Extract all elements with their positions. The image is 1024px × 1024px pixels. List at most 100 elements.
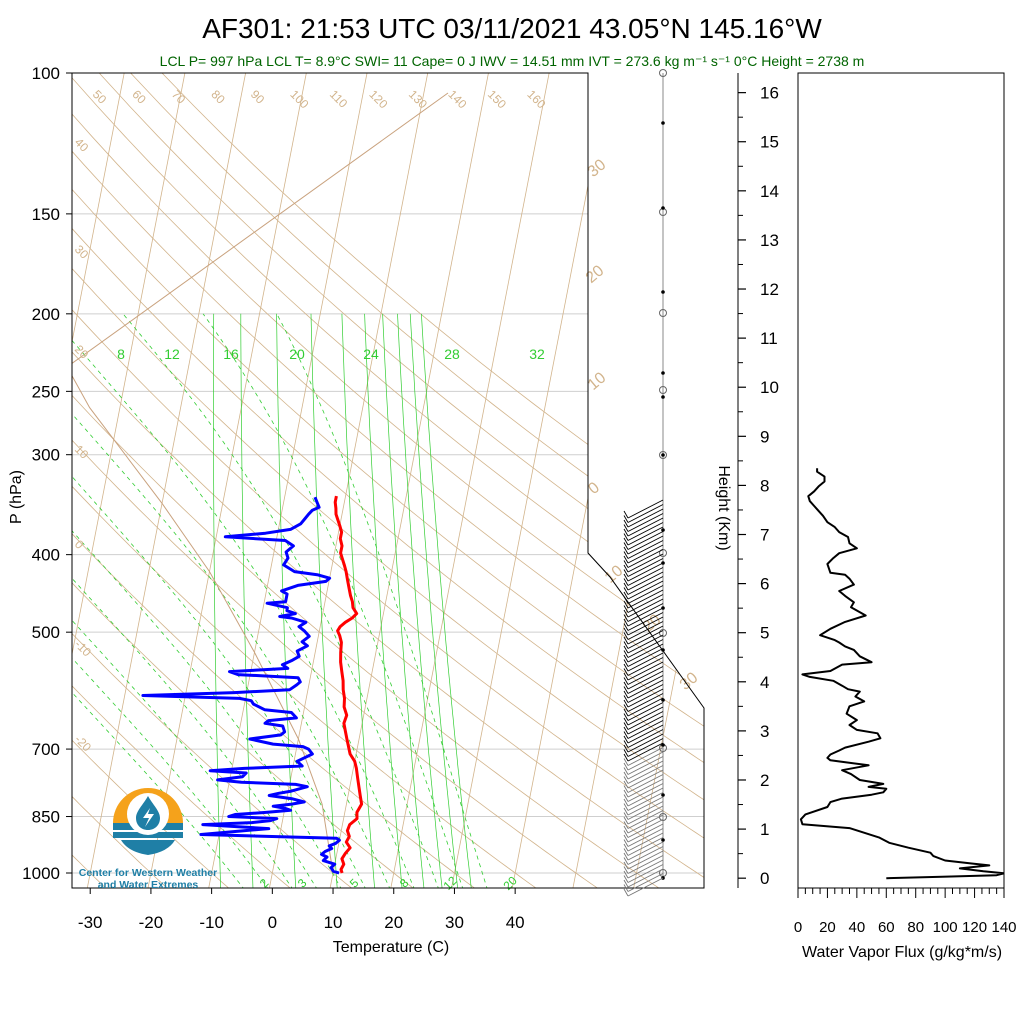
dry-adiabat-line xyxy=(98,73,704,888)
isotherm-line xyxy=(511,73,675,888)
wind-barb xyxy=(627,657,664,676)
isotherm-line xyxy=(0,55,6,890)
wind-barb xyxy=(627,670,664,690)
wind-barb-flag xyxy=(623,704,629,712)
isotherm-lines xyxy=(0,55,704,890)
wind-barb-flag xyxy=(623,623,629,631)
wind-barb-flag xyxy=(623,591,629,600)
dry-adiabat-lines xyxy=(72,73,704,888)
wind-barb xyxy=(627,666,664,685)
dry-adiabat-label: 70 xyxy=(169,87,189,107)
barb-dot xyxy=(661,793,665,797)
flux-tick-label: 20 xyxy=(819,919,836,936)
dry-adiabat-line xyxy=(72,73,355,888)
wind-barb-flag xyxy=(623,681,629,690)
wind-barb-flag xyxy=(623,528,629,537)
temperature-tick-label: -30 xyxy=(78,913,103,932)
dry-adiabat-label: -20 xyxy=(72,732,94,754)
wind-barb-flag xyxy=(623,636,629,645)
isotherm-line xyxy=(72,73,189,888)
mixing-ratio-line xyxy=(341,313,376,888)
mixing-ratio-label: 28 xyxy=(444,346,460,362)
barb-dot xyxy=(661,453,665,457)
wind-barb xyxy=(627,729,664,748)
wind-barb xyxy=(627,805,664,825)
wind-barb xyxy=(627,841,664,861)
dewpoint-profile-line xyxy=(141,496,341,875)
wind-barb-flag xyxy=(623,776,629,784)
wind-barb xyxy=(627,765,664,784)
wind-barb-flag xyxy=(623,627,629,636)
wind-barb xyxy=(627,553,664,573)
wind-barb xyxy=(627,823,664,843)
dry-adiabat-line xyxy=(72,73,704,888)
temperature-tick-label: -10 xyxy=(199,913,224,932)
mixing-ratio-label: 32 xyxy=(529,346,545,362)
wind-barb-flag xyxy=(623,758,629,766)
height-tick-label: 14 xyxy=(760,182,779,201)
calm-wind-circle xyxy=(659,386,667,394)
moist-adiabat-line xyxy=(72,313,343,888)
wind-barb xyxy=(627,616,664,636)
pressure-tick-label: 250 xyxy=(32,382,60,401)
barb-dot xyxy=(661,290,665,294)
dry-adiabat-label: 10 xyxy=(72,442,92,462)
wind-barb xyxy=(627,873,664,892)
barb-dot xyxy=(661,698,665,702)
mixing-ratio-line xyxy=(397,313,443,888)
wind-barb xyxy=(627,625,664,645)
pressure-tick-label: 700 xyxy=(32,740,60,759)
wind-barb xyxy=(627,526,664,546)
wind-barb xyxy=(627,535,664,555)
calm-wind-circle xyxy=(659,629,667,637)
wind-barb xyxy=(627,504,664,523)
temperature-tick-label: -20 xyxy=(139,913,164,932)
wind-barb xyxy=(627,711,664,730)
barb-dot xyxy=(661,528,665,532)
mixing-ratio-label: 16 xyxy=(223,346,239,362)
mixing-ratio-line xyxy=(409,313,459,888)
moist-adiabat-line xyxy=(72,313,246,888)
wind-barb-flag xyxy=(623,645,629,654)
dry-adiabat-line xyxy=(161,73,704,888)
wind-barb-flag xyxy=(623,515,629,523)
wind-barb-flag xyxy=(623,794,629,802)
wind-barb-flag xyxy=(623,618,629,627)
wind-barb xyxy=(627,630,664,649)
logo-text-line-2: and Water Extremes xyxy=(98,879,199,891)
wind-barb xyxy=(627,697,664,717)
wind-barb-flag xyxy=(623,803,629,811)
wind-barb-flag xyxy=(623,596,629,604)
wind-barb-flag xyxy=(623,735,629,744)
temperature-profile-line xyxy=(333,495,364,874)
wind-barb xyxy=(627,864,664,883)
wind-barb-flag xyxy=(623,587,629,595)
wind-barb xyxy=(627,634,664,654)
wind-barb-flag xyxy=(623,690,629,699)
mixing-ratio-line xyxy=(421,313,472,888)
wind-barb-flag xyxy=(623,852,629,861)
wind-barb-flag xyxy=(623,605,629,613)
flux-tick-label: 40 xyxy=(849,919,866,936)
wind-barb xyxy=(627,724,664,744)
wind-barb-flag xyxy=(623,578,629,586)
wind-barb-flag xyxy=(623,510,629,519)
wind-barb-flag xyxy=(623,600,629,609)
calm-wind-circle xyxy=(659,309,667,317)
barb-dot xyxy=(661,371,665,375)
wind-barb-flag xyxy=(623,884,629,892)
wind-barb xyxy=(627,558,664,577)
wind-barb xyxy=(627,747,664,766)
moist-adiabat-label: 30 xyxy=(677,669,702,694)
dry-adiabat-line xyxy=(72,73,170,888)
dry-adiabat-label: 110 xyxy=(327,87,351,111)
wind-barb xyxy=(627,769,664,789)
wind-barb-flag xyxy=(623,866,629,874)
wind-barb-flag xyxy=(623,686,629,694)
chart-subtitle: LCL P= 997 hPa LCL T= 8.9°C SWI= 11 Cape… xyxy=(160,53,865,69)
wind-barb xyxy=(627,549,664,568)
wind-barb-flag xyxy=(623,807,629,816)
wind-barb-flag xyxy=(623,519,629,528)
wind-barb xyxy=(627,643,664,663)
wind-barb-flag xyxy=(623,542,629,550)
